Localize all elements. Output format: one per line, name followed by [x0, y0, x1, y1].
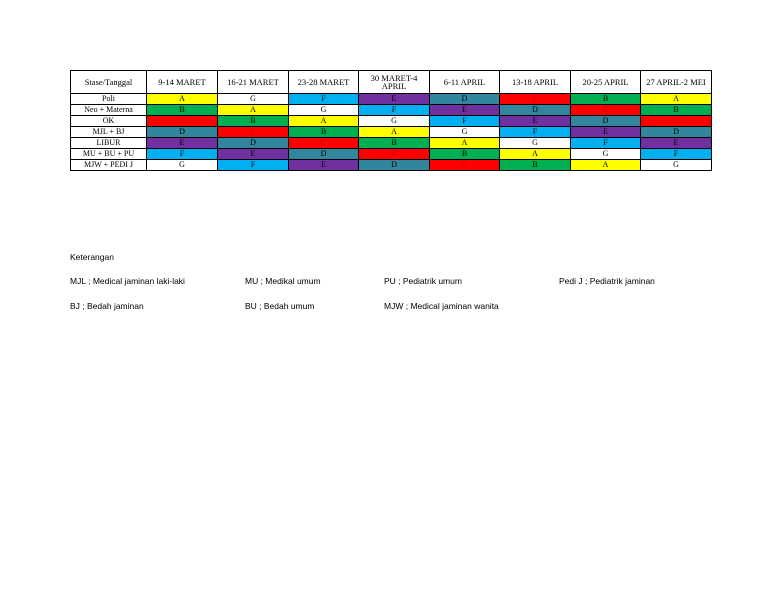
group-cell: B — [570, 93, 641, 105]
group-cell: A — [146, 93, 218, 105]
group-cell: E — [570, 126, 641, 138]
group-cell: D — [499, 104, 571, 116]
table-row: MJL + BJ D C B A G F E D — [70, 126, 712, 138]
rotation-schedule-table: Stase/Tanggal 9-14 MARET 16-21 MARET 23-… — [70, 70, 712, 171]
group-cell: C — [358, 148, 430, 160]
group-cell: B — [640, 104, 712, 116]
group-cell: D — [146, 126, 218, 138]
stase-label: MJW + PEDI J — [70, 159, 147, 171]
legend-item: BU ; Bedah umum — [245, 301, 315, 311]
legend-item: BJ ; Bedah jaminan — [70, 301, 144, 311]
group-cell: D — [288, 148, 359, 160]
group-cell: C — [640, 115, 712, 127]
group-cell: F — [640, 148, 712, 160]
group-cell: C — [499, 93, 571, 105]
group-cell: G — [640, 159, 712, 171]
header-stase: Stase/Tanggal — [70, 70, 147, 94]
group-cell: A — [358, 126, 430, 138]
group-cell: E — [499, 115, 571, 127]
legend-item: PU ; Pediatrik umum — [384, 276, 462, 286]
header-period: 23-28 MARET — [288, 70, 359, 94]
group-cell: G — [146, 159, 218, 171]
group-cell: B — [217, 115, 289, 127]
group-cell: C — [146, 115, 218, 127]
group-cell: E — [358, 93, 430, 105]
group-cell: F — [288, 93, 359, 105]
group-cell: B — [358, 137, 430, 149]
group-cell: A — [640, 93, 712, 105]
group-cell: E — [288, 159, 359, 171]
group-cell: F — [429, 115, 500, 127]
stase-label: Poli — [70, 93, 147, 105]
group-cell: D — [358, 159, 430, 171]
stase-label: MU + BU + PU — [70, 148, 147, 160]
group-cell: F — [146, 148, 218, 160]
header-period: 30 MARET-4 APRIL — [358, 70, 430, 94]
legend-item: MJL ; Medical jaminan laki-laki — [70, 276, 185, 286]
group-cell: E — [217, 148, 289, 160]
group-cell: F — [499, 126, 571, 138]
header-period: 9-14 MARET — [146, 70, 218, 94]
group-cell: E — [640, 137, 712, 149]
group-cell: E — [429, 104, 500, 116]
stase-label: LIBUR — [70, 137, 147, 149]
group-cell: G — [499, 137, 571, 149]
group-cell: C — [288, 137, 359, 149]
stase-label: MJL + BJ — [70, 126, 147, 138]
group-cell: G — [429, 126, 500, 138]
group-cell: D — [429, 93, 500, 105]
group-cell: C — [570, 104, 641, 116]
legend-title: Keterangan — [70, 252, 114, 262]
group-cell: E — [146, 137, 218, 149]
group-cell: G — [288, 104, 359, 116]
table-row: MU + BU + PU F E D C B A G F — [70, 148, 712, 160]
header-period: 27 APRIL-2 MEI — [640, 70, 712, 94]
group-cell: B — [288, 126, 359, 138]
group-cell: A — [429, 137, 500, 149]
table-header-row: Stase/Tanggal 9-14 MARET 16-21 MARET 23-… — [70, 70, 712, 94]
group-cell: D — [570, 115, 641, 127]
group-cell: F — [570, 137, 641, 149]
header-period: 16-21 MARET — [217, 70, 289, 94]
table-row: Poli A G F E D C B A — [70, 93, 712, 105]
group-cell: A — [217, 104, 289, 116]
table-row: LIBUR E D C B A G F E — [70, 137, 712, 149]
header-period: 20-25 APRIL — [570, 70, 641, 94]
stase-label: OK — [70, 115, 147, 127]
table-row: Neo + Materna B A G F E D C B — [70, 104, 712, 116]
group-cell: F — [217, 159, 289, 171]
group-cell: A — [499, 148, 571, 160]
table-row: OK C B A G F E D C — [70, 115, 712, 127]
stase-label: Neo + Materna — [70, 104, 147, 116]
header-period: 6-11 APRIL — [429, 70, 500, 94]
group-cell: D — [640, 126, 712, 138]
group-cell: A — [570, 159, 641, 171]
group-cell: D — [217, 137, 289, 149]
legend-item: MJW ; Medical jaminan wanita — [384, 301, 499, 311]
group-cell: B — [499, 159, 571, 171]
group-cell: B — [146, 104, 218, 116]
header-period: 13-18 APRIL — [499, 70, 571, 94]
group-cell: A — [288, 115, 359, 127]
group-cell: C — [429, 159, 500, 171]
group-cell: G — [570, 148, 641, 160]
legend-item: MU ; Medikal umum — [245, 276, 321, 286]
group-cell: C — [217, 126, 289, 138]
group-cell: F — [358, 104, 430, 116]
group-cell: B — [429, 148, 500, 160]
group-cell: G — [358, 115, 430, 127]
legend-item: Pedi J ; Pediatrik jaminan — [559, 276, 655, 286]
group-cell: G — [217, 93, 289, 105]
